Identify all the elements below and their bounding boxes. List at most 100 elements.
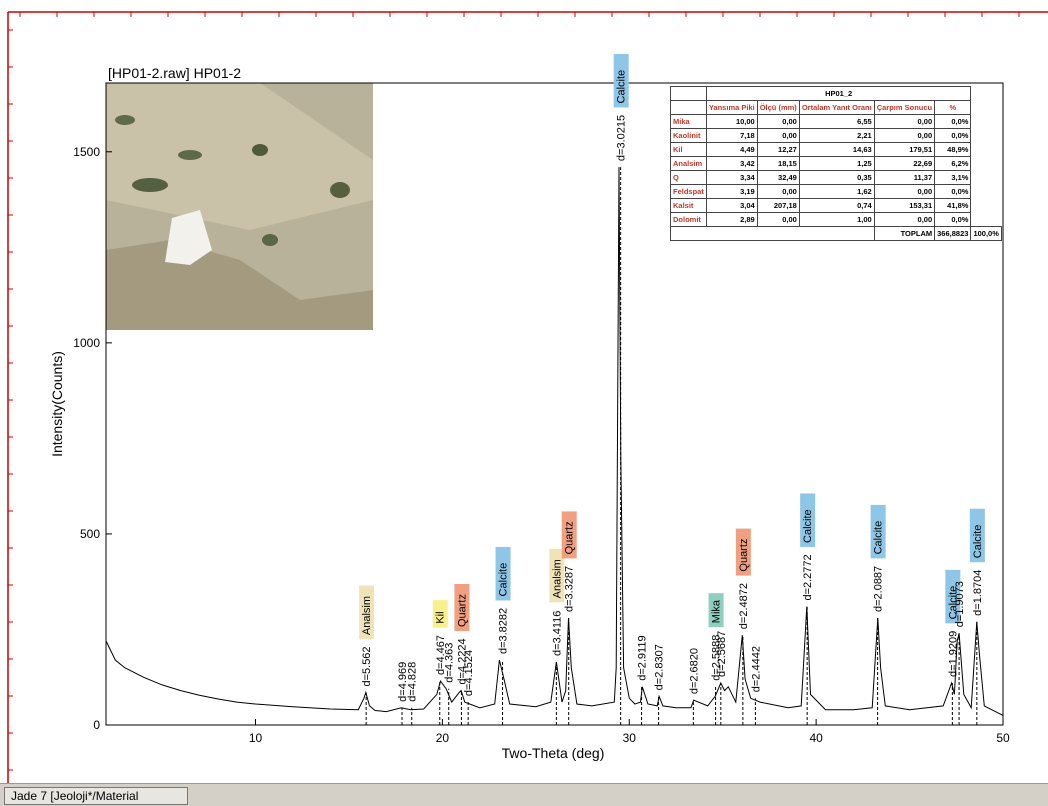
table-cell: Mika	[671, 115, 707, 129]
table-cell: 6,2%	[935, 157, 971, 171]
y-tick-label: 1000	[73, 336, 100, 350]
table-row: Dolomit2,890,001,000,000,0%	[671, 213, 1002, 227]
table-cell: 4,49	[706, 143, 757, 157]
table-cell: 3,04	[706, 199, 757, 213]
table-cell	[671, 87, 707, 101]
x-tick-label: 20	[436, 731, 450, 745]
table-cell: Kalsit	[671, 199, 707, 213]
y-axis-label: Intensity(Counts)	[49, 351, 65, 457]
table-row: HP01_2	[671, 87, 1002, 101]
table-cell: 22,69	[874, 157, 934, 171]
table-cell: 0,0%	[935, 185, 971, 199]
table-cell: 207,18	[757, 199, 799, 213]
table-cell: 12,27	[757, 143, 799, 157]
table-cell: 3,42	[706, 157, 757, 171]
table-cell: Kaolinit	[671, 129, 707, 143]
table-cell: 3,19	[706, 185, 757, 199]
table-cell: Ortalam Yanıt Oranı	[799, 101, 874, 115]
table-cell: 0,0%	[935, 213, 971, 227]
d-spacing-label: d=2.0887	[873, 566, 885, 612]
table-cell: 1,00	[799, 213, 874, 227]
page: {"chart_data": { "type": "xrd", "title":…	[0, 0, 1048, 805]
table-cell: 1,25	[799, 157, 874, 171]
d-spacing-label: d=2.9119	[637, 635, 649, 680]
table-cell: 10,00	[706, 115, 757, 129]
d-spacing-label: d=2.4872	[738, 583, 750, 629]
table-cell: Feldspat	[671, 185, 707, 199]
table-cell: 0,74	[799, 199, 874, 213]
table-cell: 3,34	[706, 171, 757, 185]
d-spacing-label: d=2.5687	[716, 631, 728, 677]
d-spacing-label: d=1.9209	[947, 631, 959, 677]
table-cell: 0,0%	[935, 129, 971, 143]
table-cell: Q	[671, 171, 707, 185]
result-table: HP01_2Yansıma PikiÖlçü (mm)Ortalam Yanıt…	[670, 86, 1002, 241]
phase-label: Mika	[711, 599, 723, 623]
phase-label: Quartz	[564, 521, 576, 554]
table-cell: 0,00	[874, 115, 934, 129]
phase-label: Analsim	[361, 596, 373, 635]
d-spacing-label: d=3.4116	[551, 611, 563, 656]
table-cell: 0,00	[757, 185, 799, 199]
table-cell: Ölçü (mm)	[757, 101, 799, 115]
table-cell: 2,21	[799, 129, 874, 143]
taskbar-item[interactable]: Jade 7 [Jeoloji*/Material	[4, 787, 188, 805]
d-spacing-label: d=3.3287	[564, 566, 576, 612]
x-axis-label: Two-Theta (deg)	[502, 745, 605, 761]
table-cell: 7,18	[706, 129, 757, 143]
table-cell: 100,0%	[971, 227, 1001, 241]
table-cell: Analsim	[671, 157, 707, 171]
y-tick-label: 1500	[73, 145, 100, 159]
chart-title: [HP01-2.raw] HP01-2	[108, 65, 241, 81]
phase-label: Calcite	[972, 525, 984, 559]
x-tick-label: 40	[809, 731, 823, 745]
d-spacing-label: d=1.9073	[954, 581, 966, 627]
phase-label: Quartz	[738, 539, 750, 572]
table-cell: Kil	[671, 143, 707, 157]
d-spacing-label: d=4.363	[444, 643, 456, 683]
table-cell: 6,55	[799, 115, 874, 129]
table-cell: %	[935, 101, 971, 115]
d-spacing-label: d=1.8704	[972, 570, 984, 616]
table-cell: 1,62	[799, 185, 874, 199]
table-cell: 0,00	[874, 185, 934, 199]
photo-plant	[178, 150, 202, 160]
phase-label: Analsim	[551, 559, 563, 598]
table-cell: 0,00	[757, 213, 799, 227]
photo-plant	[115, 115, 135, 125]
photo-plant	[252, 144, 268, 156]
table-cell: 0,00	[757, 115, 799, 129]
table-cell: 0,00	[874, 213, 934, 227]
x-tick-label: 30	[623, 731, 637, 745]
d-spacing-label: d=3.0215	[616, 115, 628, 161]
x-tick-label: 50	[996, 731, 1010, 745]
table-cell: 11,37	[874, 171, 934, 185]
d-spacing-label: d=2.8307	[654, 644, 666, 690]
table-cell: 366,8823	[935, 227, 971, 241]
d-spacing-label: d=2.2772	[802, 554, 814, 600]
taskbar: Jade 7 [Jeoloji*/Material	[0, 783, 1048, 806]
table-cell: 0,00	[757, 129, 799, 143]
table-cell: 2,89	[706, 213, 757, 227]
d-spacing-label: d=2.4442	[750, 646, 762, 692]
table-cell: 0,0%	[935, 115, 971, 129]
phase-label: Calcite	[873, 521, 885, 555]
phase-label: Kil	[435, 611, 447, 623]
table-cell: 0,35	[799, 171, 874, 185]
table-cell: HP01_2	[706, 87, 971, 101]
d-spacing-label: d=5.562	[361, 646, 373, 686]
table-cell: 0,00	[874, 129, 934, 143]
photo-plant	[262, 234, 278, 246]
y-tick-label: 500	[80, 527, 100, 541]
table-cell: 18,15	[757, 157, 799, 171]
table-cell: Çarpım Sonucu	[874, 101, 934, 115]
table-row: Kil4,4912,2714,63179,5148,9%	[671, 143, 1002, 157]
x-tick-label: 10	[249, 731, 263, 745]
table-cell: 179,51	[874, 143, 934, 157]
phase-label: Quartz	[456, 594, 468, 627]
